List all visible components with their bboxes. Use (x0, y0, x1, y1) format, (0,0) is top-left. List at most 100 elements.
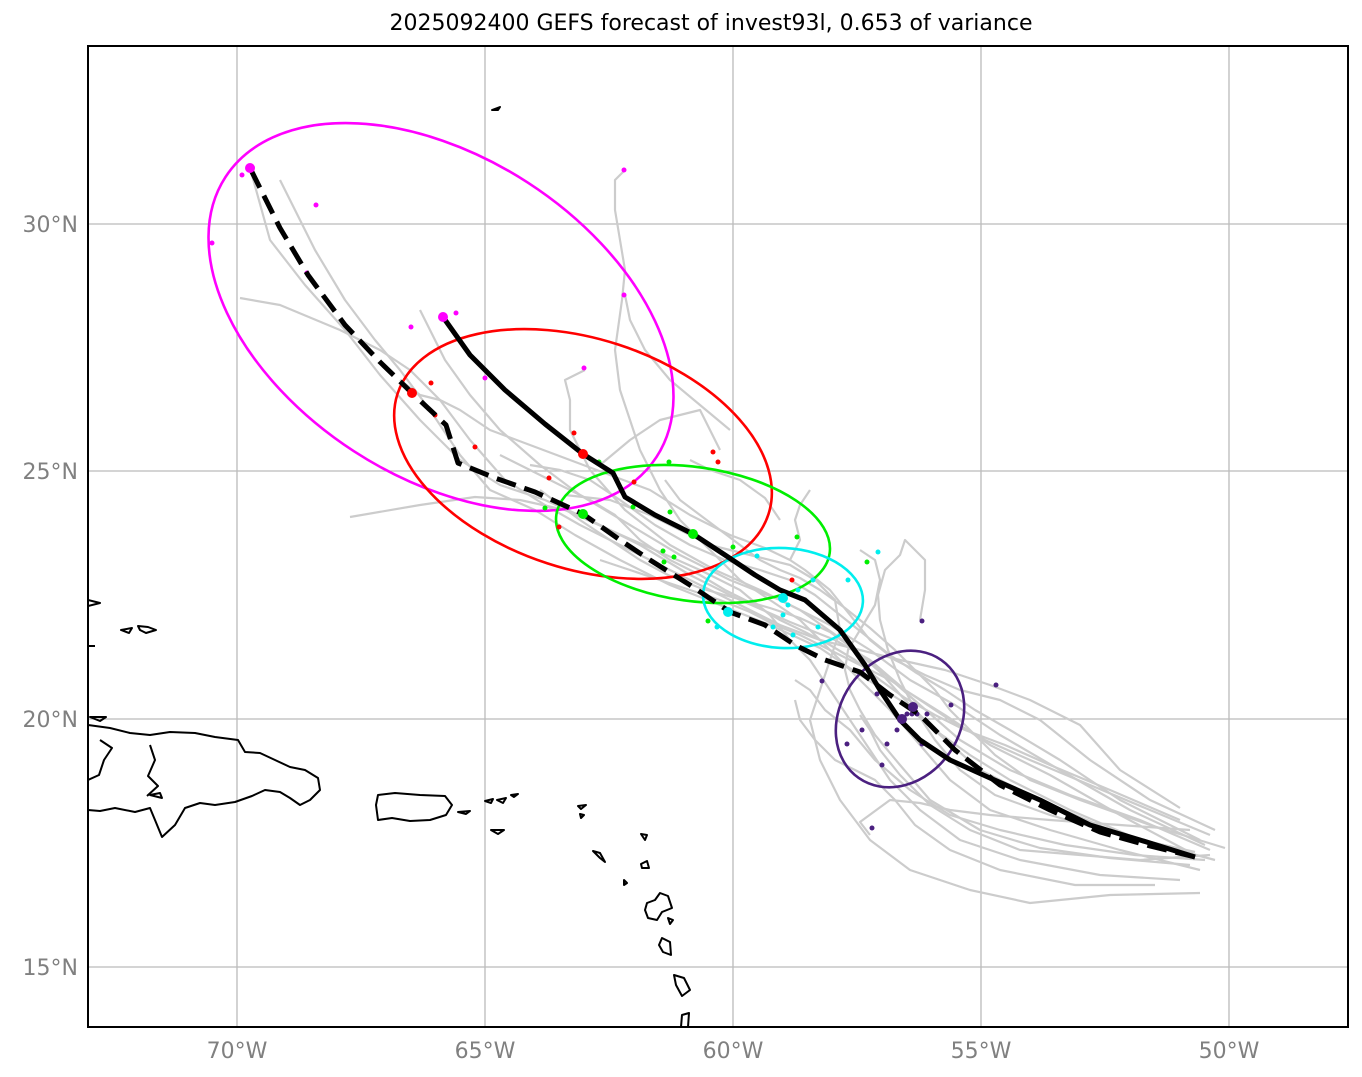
member-dot (313, 202, 319, 208)
member-dot (556, 524, 562, 530)
turks-caicos-1 (120, 627, 133, 634)
member-positions-red (428, 380, 795, 583)
bermuda (491, 106, 501, 111)
st-barths (579, 813, 585, 819)
ensemble-track (664, 479, 1226, 850)
antigua (640, 833, 648, 841)
hispaniola-coast (88, 724, 321, 838)
mean-track-dashed (247, 166, 1196, 860)
member-dot (874, 691, 880, 697)
member-positions-purple (819, 618, 999, 831)
member-dot (795, 587, 801, 593)
member-dot (924, 711, 930, 717)
martinique (673, 974, 691, 997)
x-tick-label: 70°W (207, 1039, 268, 1064)
member-dot (859, 727, 865, 733)
member-dot (542, 505, 548, 511)
member-dot (879, 762, 885, 768)
track-markers (245, 163, 918, 724)
track-marker-cyan (778, 593, 788, 603)
member-dot (482, 375, 488, 381)
ellipse-green (554, 463, 832, 605)
member-dot (408, 324, 414, 330)
member-dot (714, 624, 720, 630)
ensemble-track (499, 454, 1181, 822)
member-dot (875, 549, 881, 555)
hispaniola-inner-coast (88, 739, 113, 781)
st-kitts (592, 850, 606, 863)
member-dot (785, 602, 791, 608)
x-axis-ticks: 70°W 65°W 60°W 55°W 50°W (207, 1039, 1260, 1064)
marie-galante (667, 917, 674, 925)
member-dot (710, 449, 716, 455)
ensemble-track (419, 309, 1206, 846)
member-dot (621, 167, 627, 173)
hispaniola-west-bay (146, 744, 159, 797)
member-dot (919, 618, 925, 624)
member-dot (715, 459, 721, 465)
ellipse-magenta (207, 121, 675, 513)
track-marker-purple (897, 714, 907, 724)
st-lucia (680, 1012, 690, 1027)
track-marker-red (407, 388, 417, 398)
ensemble-track (843, 549, 1191, 867)
member-dot (780, 612, 786, 618)
member-dot (845, 577, 851, 583)
member-dot (666, 459, 672, 465)
ensemble-track (789, 489, 811, 561)
member-positions-cyan (714, 549, 881, 638)
track-marker-purple (908, 702, 918, 712)
ensemble-track (248, 167, 1196, 856)
member-dot (661, 559, 667, 565)
haiti-island (149, 792, 163, 799)
ensemble-track (599, 558, 1211, 837)
member-dot (660, 548, 666, 554)
x-tick-label: 65°W (455, 1039, 516, 1064)
member-dot (904, 711, 910, 717)
cuba-east-tip (88, 599, 101, 607)
ensemble-track (876, 538, 1196, 854)
member-dot (239, 172, 245, 178)
ensemble-track (349, 495, 1181, 882)
member-dot (546, 475, 552, 481)
cluster-track-solid (440, 315, 1196, 860)
vieques (457, 810, 471, 815)
member-dot (993, 682, 999, 688)
member-dot (667, 509, 673, 515)
member-dot (844, 741, 850, 747)
member-dot (790, 632, 796, 638)
ensemble-track (858, 798, 1191, 836)
member-dot (621, 292, 627, 298)
ensemble-track (793, 699, 1155, 887)
uncertainty-ellipses (207, 121, 966, 789)
ensemble-track (623, 294, 731, 431)
ensemble-track (529, 463, 1201, 841)
virgin-islands-1 (484, 798, 494, 804)
y-tick-label: 30°N (23, 213, 78, 238)
member-dot (884, 741, 890, 747)
member-dot (869, 825, 875, 831)
track-marker-green (688, 529, 698, 539)
ensemble-track (599, 408, 721, 466)
member-dot (472, 444, 478, 450)
member-dot (630, 504, 636, 510)
virgin-islands-2 (496, 797, 507, 804)
dominica (658, 937, 672, 956)
member-dot (794, 534, 800, 540)
member-dot (453, 310, 459, 316)
member-dot (705, 618, 711, 624)
montserrat (623, 879, 628, 886)
barbuda (640, 860, 650, 869)
member-dot (894, 727, 900, 733)
member-dot (815, 624, 821, 630)
st-croix (490, 829, 505, 835)
x-tick-label: 60°W (703, 1039, 764, 1064)
member-dot (819, 678, 825, 684)
member-dot (754, 553, 760, 559)
ensemble-track (859, 714, 1211, 862)
x-tick-label: 50°W (1199, 1039, 1260, 1064)
coastlines (88, 106, 691, 1027)
ensemble-track (794, 679, 1206, 862)
guadeloupe (644, 892, 673, 921)
